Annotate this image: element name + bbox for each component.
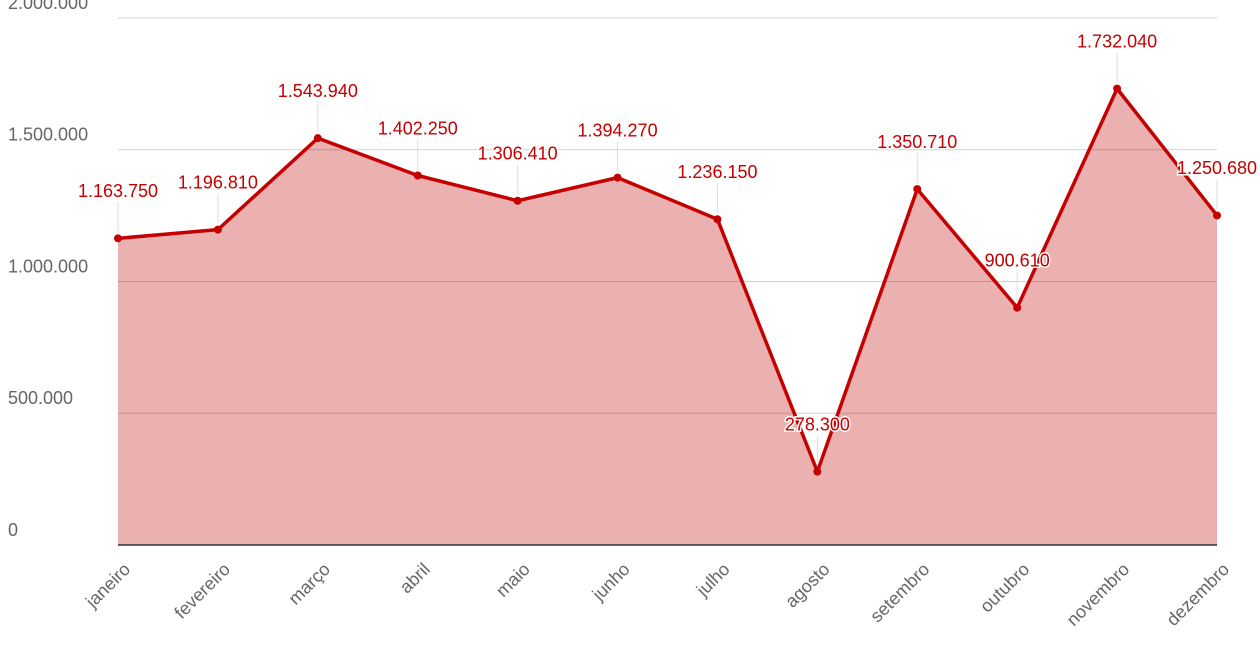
point bbox=[1013, 303, 1022, 312]
point bbox=[1213, 211, 1221, 220]
x-tick-label: setembro bbox=[866, 559, 933, 626]
point bbox=[913, 185, 922, 194]
point bbox=[114, 234, 122, 243]
line bbox=[117, 86, 1219, 474]
x-tick-label: abril bbox=[396, 559, 434, 597]
x-tick-label: junho bbox=[588, 559, 634, 605]
point bbox=[413, 171, 422, 180]
x-tick-label: julho bbox=[692, 559, 734, 601]
point bbox=[213, 225, 222, 234]
point bbox=[713, 215, 722, 224]
x-tick-label: março bbox=[284, 559, 334, 609]
value-label: 900.610 bbox=[985, 250, 1050, 270]
x-tick-label: outubro bbox=[976, 559, 1033, 616]
y-tick-label: 1.000.000 bbox=[8, 256, 88, 276]
x-tick-label: novembro bbox=[1063, 559, 1134, 630]
x-tick-label: janeiro bbox=[81, 559, 134, 612]
value-label: 1.394.270 bbox=[578, 120, 658, 140]
value-label: 1.250.680 bbox=[1177, 158, 1257, 178]
area bbox=[118, 88, 1217, 546]
value-label: 1.196.810 bbox=[178, 172, 258, 192]
value-label: 1.163.750 bbox=[78, 181, 158, 201]
x-tick-label: maio bbox=[492, 559, 534, 601]
point bbox=[813, 467, 822, 476]
point bbox=[1113, 84, 1122, 93]
y-tick-label: 2.000.000 bbox=[8, 0, 88, 13]
point bbox=[613, 173, 622, 182]
x-tick-label: fevereiro bbox=[170, 559, 234, 623]
value-label: 1.236.150 bbox=[677, 162, 757, 182]
y-tick-label: 1.500.000 bbox=[8, 125, 88, 145]
value-label: 278.300 bbox=[785, 414, 850, 434]
x-tick-label: agosto bbox=[781, 559, 833, 611]
y-tick-label: 0 bbox=[8, 520, 18, 540]
value-label: 1.732.040 bbox=[1077, 31, 1157, 51]
point bbox=[313, 134, 322, 143]
point bbox=[513, 196, 522, 205]
value-label: 1.350.710 bbox=[877, 132, 957, 152]
value-label: 1.402.250 bbox=[378, 118, 458, 138]
value-label: 1.543.940 bbox=[278, 81, 358, 101]
x-tick-label: dezembro bbox=[1162, 559, 1233, 630]
y-tick-label: 500.000 bbox=[8, 388, 73, 408]
value-label: 1.306.410 bbox=[478, 144, 558, 164]
